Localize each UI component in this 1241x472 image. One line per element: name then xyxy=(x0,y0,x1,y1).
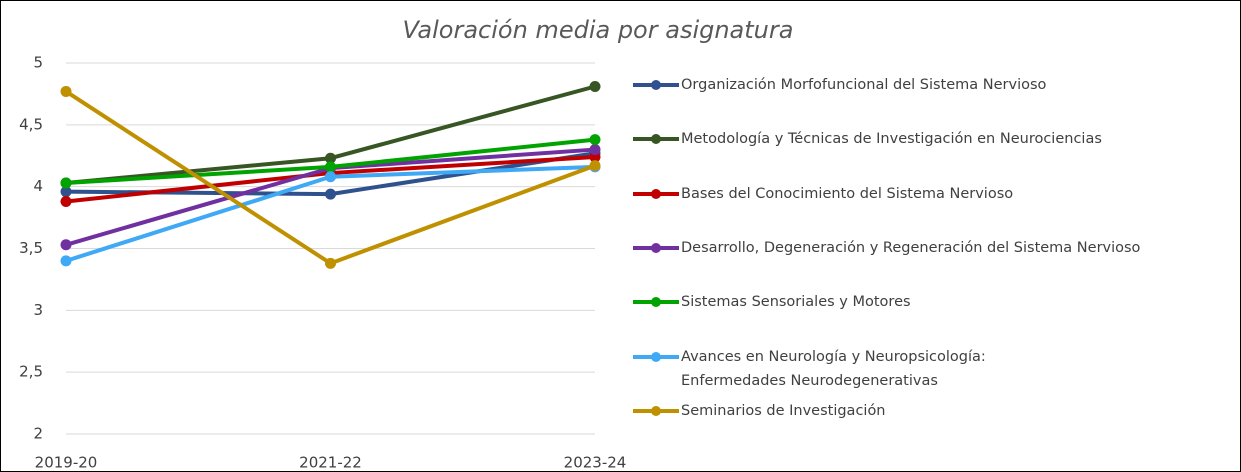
y-tick-label: 4 xyxy=(33,177,43,195)
data-point xyxy=(60,85,72,97)
legend-item: Sistemas Sensoriales y Motores xyxy=(631,293,911,314)
legend-item: Seminarios de Investigación xyxy=(631,402,886,423)
legend-label: Sistemas Sensoriales y Motores xyxy=(681,294,911,311)
legend-swatch xyxy=(633,80,679,90)
data-point xyxy=(589,160,601,172)
x-tick-label: 2019-20 xyxy=(35,454,98,472)
legend-label: Desarrollo, Degeneración y Regeneración … xyxy=(681,239,1141,256)
legend-marker xyxy=(651,80,661,90)
data-point xyxy=(325,161,336,173)
data-point xyxy=(60,196,72,208)
data-point xyxy=(589,134,601,146)
data-point xyxy=(589,144,601,156)
legend-item: Organización Morfofuncional del Sistema … xyxy=(631,76,1046,97)
data-point xyxy=(60,186,72,198)
legend-label: Bases del Conocimiento del Sistema Nervi… xyxy=(681,185,1014,202)
legend-marker xyxy=(651,297,661,308)
data-point xyxy=(60,239,72,251)
x-tick-label: 2023-24 xyxy=(564,454,627,472)
legend-swatch xyxy=(633,188,679,199)
legend-marker xyxy=(651,134,661,145)
legend-swatch xyxy=(633,297,679,308)
y-tick-label: 2,5 xyxy=(19,363,43,381)
data-point xyxy=(60,177,72,189)
data-point xyxy=(325,152,336,164)
data-point xyxy=(60,255,72,267)
legend-marker xyxy=(651,242,661,253)
y-tick-label: 4,5 xyxy=(19,115,43,133)
legend-marker xyxy=(651,351,661,362)
legend-item: Desarrollo, Degeneración y Regeneración … xyxy=(631,239,1140,260)
y-tick-label: 3,5 xyxy=(19,239,43,257)
legend-label: Organización Morfofuncional del Sistema … xyxy=(681,77,1047,93)
legend-label: Seminarios de Investigación xyxy=(681,402,886,419)
x-tick-label: 2021-22 xyxy=(299,454,362,472)
y-tick-label: 5 xyxy=(33,54,43,72)
legend-label: Avances en Neurología y Neuropsicología:… xyxy=(681,348,986,389)
legend-item: Avances en Neurología y Neuropsicología:… xyxy=(631,348,1081,393)
data-point xyxy=(325,188,336,200)
y-tick-label: 3 xyxy=(33,301,43,319)
legend-swatch xyxy=(633,134,679,145)
legend-swatch xyxy=(633,405,679,416)
data-point xyxy=(589,80,601,92)
y-tick-label: 2 xyxy=(33,425,43,443)
chart-title: Valoración media por asignatura xyxy=(403,16,794,44)
legend-swatch xyxy=(633,242,679,253)
data-point xyxy=(325,171,336,183)
legend-marker xyxy=(651,405,661,416)
data-point xyxy=(325,257,336,269)
legend-swatch xyxy=(633,351,679,362)
legend-item: Bases del Conocimiento del Sistema Nervi… xyxy=(631,185,1013,206)
legend-item: Metodología y Técnicas de Investigación … xyxy=(631,130,1102,151)
legend-marker xyxy=(651,188,661,199)
legend-label: Metodología y Técnicas de Investigación … xyxy=(681,131,1102,148)
